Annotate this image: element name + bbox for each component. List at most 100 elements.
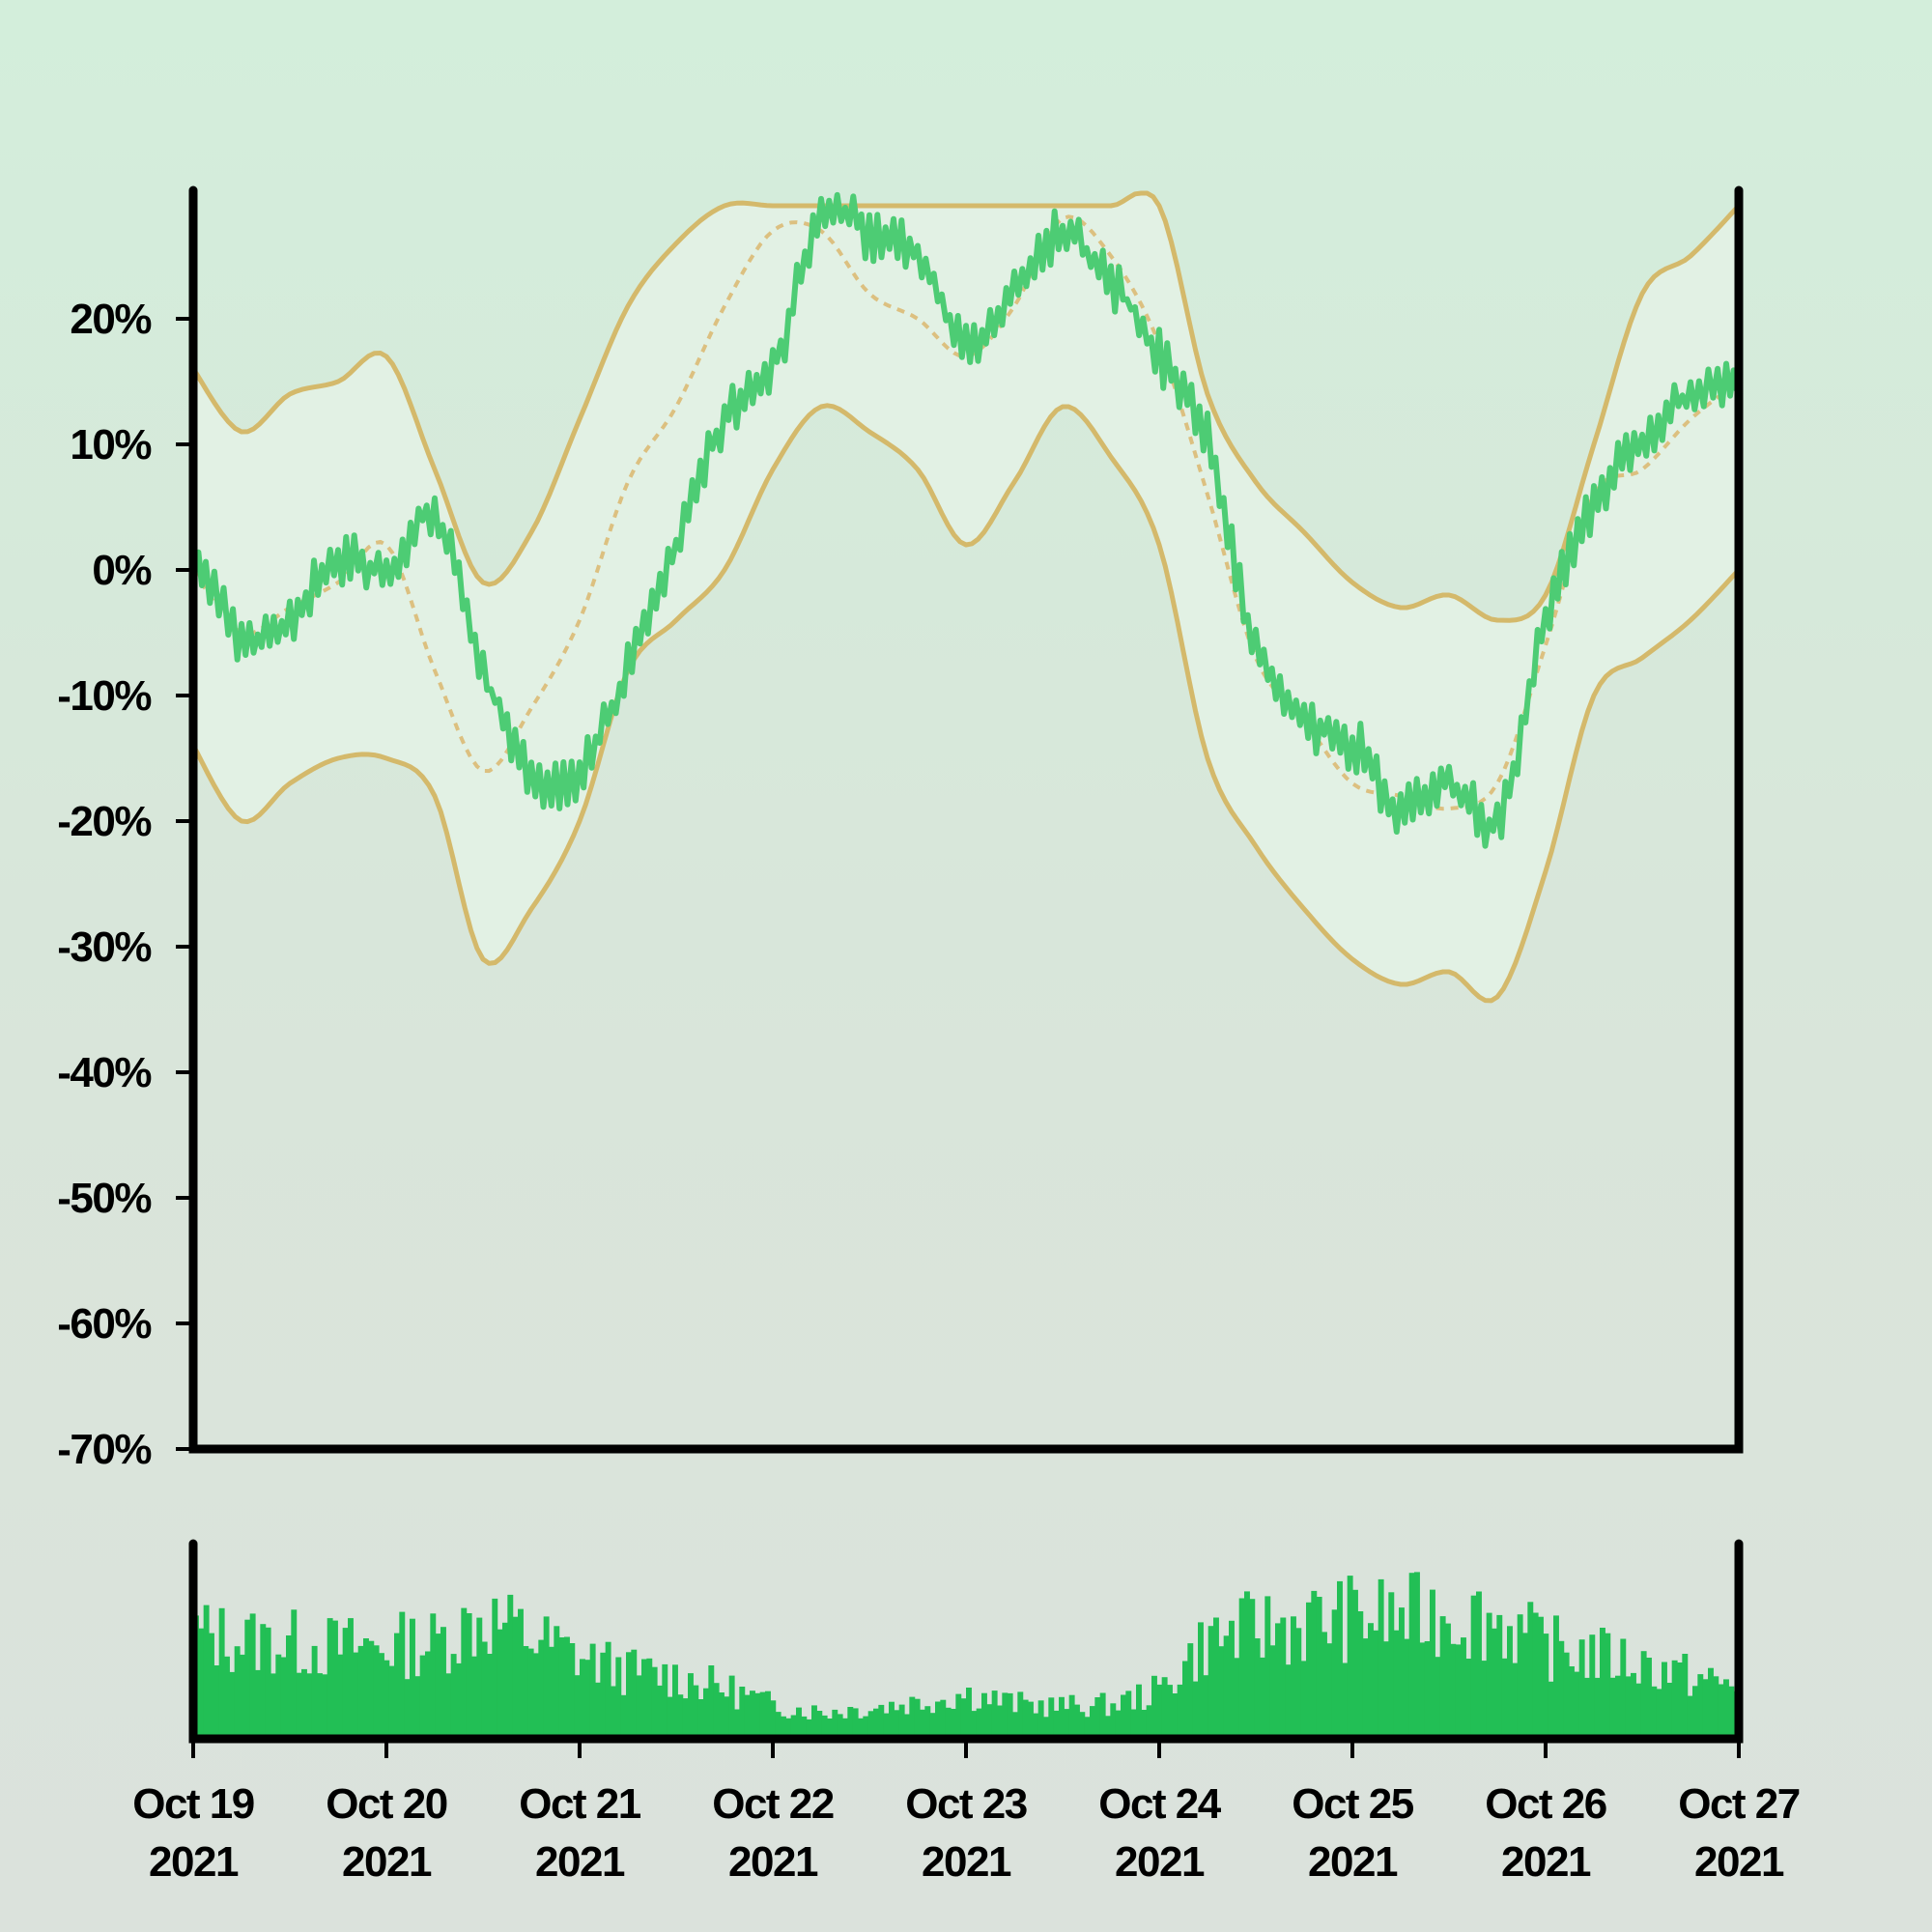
volume-bar (914, 1698, 921, 1739)
volume-bar (1548, 1681, 1554, 1739)
volume-bar (1600, 1628, 1605, 1739)
volume-bar (1532, 1612, 1539, 1739)
x-tick-label: Oct 25 (1292, 1780, 1414, 1828)
volume-bar (1362, 1638, 1369, 1739)
x-tick-label: 2021 (922, 1838, 1011, 1886)
volume-bar (971, 1711, 978, 1739)
volume-bar (724, 1696, 730, 1739)
volume-bar (667, 1696, 673, 1739)
volume-bar (703, 1688, 709, 1739)
volume-bar (688, 1673, 694, 1739)
volume-bar (1017, 1691, 1024, 1739)
volume-bar (404, 1679, 411, 1739)
volume-bar (1161, 1677, 1168, 1739)
volume-bar (1404, 1638, 1410, 1739)
volume-panel: Oct 19 2021 Oct 20 2021 Oct 21 2021 Oct 22 2021… (132, 1539, 1801, 1886)
volume-bar (1481, 1661, 1488, 1739)
volume-bar (353, 1652, 359, 1739)
volume-bar (713, 1683, 720, 1739)
y-tick-label: -10% (57, 672, 151, 720)
volume-bar (682, 1698, 689, 1739)
volume-bar (419, 1655, 426, 1739)
volume-bar (693, 1685, 699, 1739)
volume-bar (837, 1714, 843, 1739)
volume-bar (311, 1645, 318, 1739)
volume-bars (193, 1572, 1740, 1739)
volume-bar (456, 1662, 462, 1739)
volume-bar (410, 1618, 415, 1739)
volume-bar (1151, 1675, 1157, 1739)
volume-bar (533, 1653, 539, 1739)
volume-bar (363, 1638, 369, 1739)
volume-bar (234, 1646, 241, 1739)
volume-bar (1414, 1572, 1420, 1739)
volume-bar (368, 1640, 375, 1739)
volume-bar (1671, 1660, 1678, 1739)
volume-bar (322, 1674, 328, 1739)
volume-bar (492, 1598, 498, 1739)
volume-bar (425, 1651, 431, 1739)
volume-bar (481, 1641, 488, 1739)
volume-bar (1578, 1639, 1585, 1739)
volume-bar (497, 1629, 503, 1739)
volume-bar (240, 1654, 245, 1739)
volume-bar (1625, 1676, 1632, 1739)
volume-bar (527, 1648, 534, 1739)
volume-bar (1084, 1717, 1091, 1739)
volume-bar (790, 1715, 797, 1739)
volume-bar (296, 1672, 302, 1739)
volume-bar (719, 1692, 724, 1739)
volume-bar (1316, 1597, 1322, 1739)
volume-bar (348, 1618, 354, 1739)
volume-bar (1146, 1705, 1152, 1739)
volume-bar (1538, 1616, 1544, 1739)
volume-bar (218, 1607, 225, 1739)
volume-bar (1136, 1684, 1142, 1739)
volume-bar (1687, 1695, 1693, 1739)
volume-bar (1718, 1684, 1724, 1739)
volume-bar (502, 1622, 508, 1739)
volume-bar (357, 1645, 364, 1739)
volume-bar (1331, 1609, 1338, 1739)
volume-bar (1291, 1616, 1296, 1739)
volume-bar (1677, 1662, 1683, 1739)
x-tick-label: Oct 26 (1485, 1780, 1606, 1828)
volume-bar (301, 1668, 307, 1739)
volume-bar (1728, 1686, 1735, 1739)
y-tick-label: 0% (92, 547, 151, 594)
volume-bar (1692, 1686, 1698, 1739)
volume-bar (1507, 1626, 1513, 1739)
volume-bar (589, 1643, 596, 1739)
volume-bar (728, 1675, 735, 1739)
volume-bar (909, 1696, 916, 1739)
volume-bar (461, 1607, 468, 1739)
volume-bar (1584, 1677, 1590, 1739)
volume-bar (306, 1673, 313, 1739)
volume-bar (1408, 1573, 1415, 1739)
price-line (190, 191, 1742, 849)
x-tick-label: 2021 (1308, 1838, 1398, 1886)
volume-bar (1337, 1580, 1343, 1739)
volume-bar (894, 1710, 900, 1739)
volume-bar (1486, 1612, 1492, 1739)
volume-bar (1553, 1615, 1559, 1739)
volume-bar (1656, 1689, 1662, 1739)
volume-bar (920, 1709, 925, 1739)
volume-bar (759, 1691, 766, 1739)
volume-bar (414, 1676, 421, 1739)
volume-bar (1419, 1642, 1426, 1739)
volume-bar (889, 1701, 895, 1739)
volume-bar (564, 1636, 570, 1739)
volume-bar (677, 1694, 684, 1739)
volume-bar (332, 1620, 338, 1739)
volume-bar (991, 1690, 998, 1739)
volume-bar (255, 1669, 261, 1739)
volume-bar (898, 1704, 905, 1739)
volume-bar (487, 1654, 493, 1739)
upper-band-line (190, 190, 1741, 623)
volume-bar (744, 1694, 751, 1739)
volume-bar (1640, 1651, 1647, 1739)
volume-bar (883, 1713, 890, 1739)
volume-bar (801, 1716, 808, 1739)
volume-bar (1352, 1589, 1358, 1739)
